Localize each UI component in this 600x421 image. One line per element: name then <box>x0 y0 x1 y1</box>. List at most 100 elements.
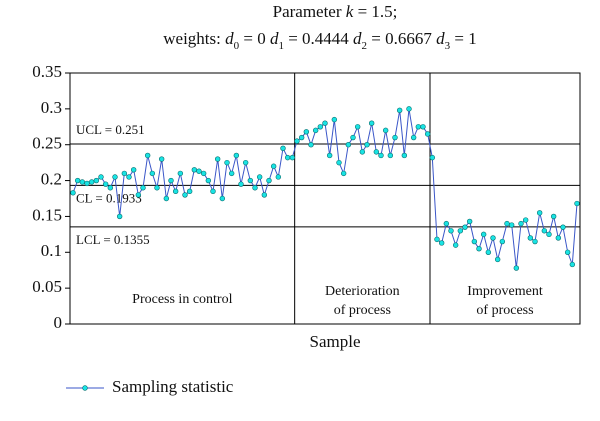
data-point <box>308 142 314 148</box>
y-tick-label: 0 <box>54 313 63 332</box>
phase-label: of process <box>476 303 533 318</box>
data-point <box>452 242 459 248</box>
data-point <box>177 170 184 177</box>
data-point <box>555 235 562 241</box>
data-point <box>494 256 501 263</box>
data-point <box>270 163 277 169</box>
subtitle-part: d <box>270 29 279 48</box>
data-point <box>200 170 207 177</box>
data-point <box>536 210 543 216</box>
subtitle-part: = 0 <box>239 29 270 48</box>
data-point <box>569 261 576 268</box>
data-point <box>284 154 291 161</box>
data-point <box>275 174 282 180</box>
data-point <box>84 180 90 187</box>
data-point <box>210 188 216 195</box>
subtitle-part: = 0.4444 <box>284 29 353 48</box>
data-point <box>396 107 403 113</box>
data-point <box>205 177 212 184</box>
data-point <box>294 138 300 144</box>
data-point <box>368 120 375 126</box>
data-point <box>564 249 571 255</box>
data-point <box>382 127 389 134</box>
legend-marker <box>82 385 88 391</box>
y-tick-label: 0.1 <box>41 241 62 260</box>
y-tick-label: 0.3 <box>41 98 62 117</box>
data-point <box>228 170 235 177</box>
y-tick-label: 0.35 <box>32 62 62 81</box>
data-point <box>224 159 230 166</box>
data-point <box>485 249 492 255</box>
subtitle-part: 1 <box>278 40 284 52</box>
data-point <box>289 154 296 161</box>
data-point <box>438 240 445 246</box>
data-point <box>373 149 380 155</box>
data-point <box>280 145 286 152</box>
data-point <box>70 190 76 196</box>
data-point <box>574 200 580 207</box>
phase-label: Deterioration <box>325 284 400 299</box>
data-point <box>541 228 548 234</box>
data-point <box>504 220 510 227</box>
control-line-label: LCL = 0.1355 <box>76 232 150 247</box>
data-point <box>252 185 258 191</box>
data-point <box>242 159 249 166</box>
subtitle-part: d <box>225 29 234 48</box>
data-point <box>266 177 272 184</box>
y-tick-label: 0.2 <box>41 169 62 188</box>
title-part: = 1.5; <box>353 2 397 21</box>
data-point <box>130 167 137 173</box>
y-tick-label: 0.25 <box>32 134 62 153</box>
data-point <box>462 224 468 230</box>
title-part: k <box>346 2 354 21</box>
data-point <box>415 124 422 130</box>
data-point <box>93 177 100 184</box>
data-point <box>420 124 426 130</box>
data-point <box>219 195 226 202</box>
data-point <box>186 188 193 195</box>
data-point <box>392 134 398 141</box>
data-point <box>448 228 454 234</box>
data-point <box>480 231 487 238</box>
subtitle-part: weights: <box>163 29 225 48</box>
subtitle-part: d <box>353 29 362 48</box>
data-point <box>326 152 333 159</box>
data-point <box>466 218 473 225</box>
data-point <box>476 246 482 252</box>
data-point <box>513 265 520 271</box>
subtitle-part: d <box>436 29 445 48</box>
phase-label: of process <box>334 303 391 318</box>
subtitle-part: 0 <box>234 40 240 52</box>
data-point <box>546 231 552 238</box>
data-point <box>359 149 366 155</box>
x-axis-label: Sample <box>310 332 361 351</box>
data-point <box>102 181 109 187</box>
data-point <box>378 152 384 159</box>
data-point <box>88 179 95 185</box>
data-point <box>149 170 156 177</box>
y-tick-label: 0.15 <box>32 205 62 224</box>
control-line-label: CL = 0.1933 <box>76 190 142 205</box>
data-point <box>303 129 310 135</box>
chart-title: Parameter k = 1.5; <box>273 2 398 21</box>
data-point <box>168 177 174 184</box>
data-point <box>340 170 347 177</box>
data-point <box>490 235 496 241</box>
data-point <box>550 213 557 220</box>
data-point <box>322 120 328 126</box>
plot-frame <box>69 72 581 325</box>
data-point <box>196 168 202 174</box>
data-point <box>126 174 132 180</box>
data-point <box>140 185 146 191</box>
data-point <box>429 154 436 161</box>
data-point <box>79 179 86 185</box>
chart-subtitle: weights: d0 = 0 d1 = 0.4444 d2 = 0.6667 … <box>163 29 476 52</box>
data-point <box>457 228 464 234</box>
data-point <box>163 195 170 202</box>
data-point <box>214 156 221 162</box>
data-point <box>410 134 417 141</box>
data-point <box>317 124 324 130</box>
data-point <box>182 192 188 198</box>
data-point <box>256 174 263 180</box>
